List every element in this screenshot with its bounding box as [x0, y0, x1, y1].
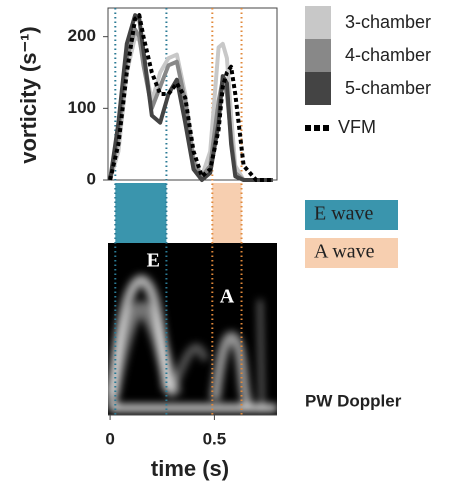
doppler-marker: A: [220, 286, 235, 308]
legend-swatch: [305, 39, 331, 72]
x-tick-label: 0: [105, 429, 114, 448]
y-tick-label: 100: [68, 98, 96, 117]
wave-band: [212, 183, 242, 243]
series-line: [108, 13, 273, 182]
legend-label: 4-chamber: [345, 45, 431, 65]
y-tick-label: 0: [87, 169, 96, 188]
x-axis-label: time (s): [151, 456, 229, 481]
legend-label: VFM: [338, 117, 376, 137]
doppler-envelope: [105, 274, 277, 412]
x-tick-label: 0.5: [203, 429, 227, 448]
legend-swatch: [305, 72, 331, 105]
legend-label: 3-chamber: [345, 12, 431, 32]
legend-label: 5-chamber: [345, 78, 431, 98]
legend-wave-box: [305, 200, 398, 230]
doppler-marker: E: [147, 250, 160, 272]
y-axis-label: vorticity (s⁻¹): [16, 26, 41, 164]
doppler-label: PW Doppler: [305, 391, 402, 410]
legend-wave-label: A wave: [314, 241, 375, 263]
y-tick-label: 200: [68, 26, 96, 45]
legend-swatch: [305, 6, 331, 39]
wave-band: [115, 183, 167, 243]
legend-wave-label: E wave: [314, 203, 374, 225]
legend-wave-box: [305, 238, 398, 268]
series-line: [108, 13, 273, 182]
plot-frame: [107, 7, 278, 181]
